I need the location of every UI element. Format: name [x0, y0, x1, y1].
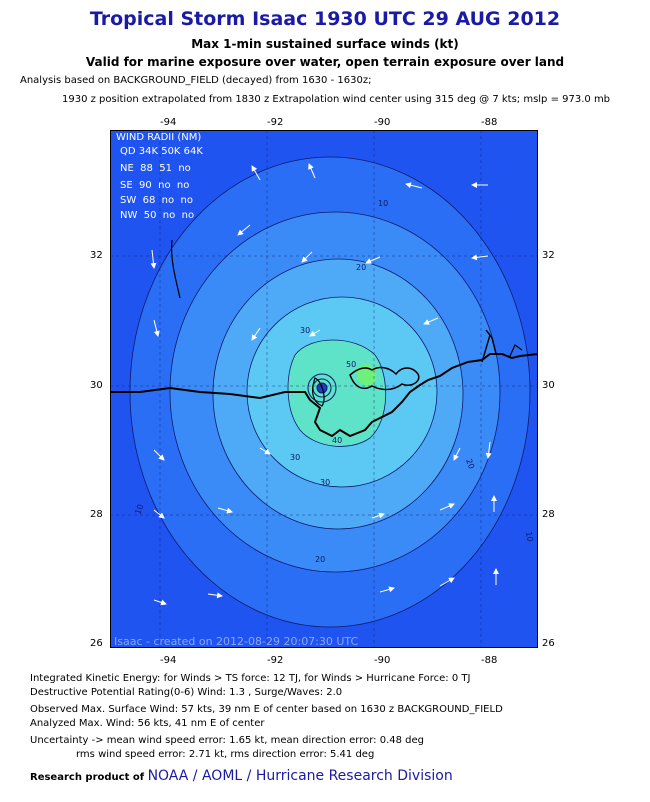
lon-tick-bottom: -94: [160, 655, 177, 666]
page-title: Tropical Storm Isaac 1930 UTC 29 AUG 201…: [89, 8, 561, 30]
analysis-line: Analysis based on BACKGROUND_FIELD (deca…: [20, 75, 372, 86]
lon-tick-top: -88: [481, 117, 498, 128]
wind-vector-arrow: [308, 163, 316, 179]
wind-vector-arrow: [251, 327, 261, 341]
contour-label: 10: [524, 531, 535, 543]
wind-vector-arrow: [207, 592, 223, 599]
wind-vector-arrow: [365, 256, 381, 264]
lat-tick-right: 32: [542, 250, 555, 261]
position-line: 1930 z position extrapolated from 1830 z…: [62, 94, 611, 105]
lat-tick-left: 32: [90, 250, 103, 261]
wind-vector-arrow: [379, 586, 395, 593]
wind-vector-arrow: [423, 317, 439, 325]
wind-vector-arrow: [153, 449, 165, 461]
noaa-link[interactable]: NOAA / AOML / Hurricane Research Divisio…: [147, 768, 453, 784]
contour-label: 20: [464, 458, 476, 471]
river-sabine: [171, 239, 181, 299]
wind-vector-arrow: [371, 512, 385, 519]
observed-max-wind-line: Observed Max. Surface Wind: 57 kts, 39 n…: [30, 704, 503, 715]
wind-vector-arrow: [301, 251, 313, 263]
wind-vector-arrow: [471, 254, 489, 261]
wind-field-map: 10 20 30 40 50 30 20 10 30 20 10 WIND RA…: [110, 130, 538, 648]
coastline: [110, 353, 538, 438]
uncertainty-line: Uncertainty -> mean wind speed error: 1.…: [30, 735, 425, 746]
contour-label: 30: [320, 478, 330, 487]
wind-vector-arrow: [439, 503, 455, 511]
contour-label: 10: [133, 503, 145, 516]
contour-label: 50: [346, 360, 356, 369]
contour-label: 20: [315, 555, 325, 564]
wind-vector-arrow: [405, 182, 423, 189]
map-frame: [110, 130, 538, 648]
research-credit: Research product of NOAA / AOML / Hurric…: [30, 768, 453, 784]
wind-radii-row-nw: NW 50 no no: [120, 210, 194, 221]
lon-tick-top: -90: [374, 117, 391, 128]
lat-tick-left: 28: [90, 509, 103, 520]
contour-band-50: [287, 339, 387, 447]
lon-tick-bottom: -90: [374, 655, 391, 666]
lon-tick-bottom: -92: [267, 655, 284, 666]
research-prefix: Research product of: [30, 772, 145, 783]
contour-label: 40: [332, 436, 342, 445]
river-mouth: [481, 329, 497, 363]
lon-tick-bottom: -88: [481, 655, 498, 666]
wind-vector-arrow: [153, 319, 160, 337]
wind-vector-arrow: [150, 249, 157, 269]
wind-vector-arrow: [251, 165, 261, 181]
lon-tick-top: -92: [267, 117, 284, 128]
delta-coastline: [349, 366, 420, 391]
wind-vector-arrow: [153, 509, 165, 519]
wind-vector-arrow: [485, 441, 492, 459]
subtitle-exposure: Valid for marine exposure over water, op…: [85, 55, 565, 69]
rms-error-line: rms wind speed error: 2.71 kt, rms direc…: [76, 749, 375, 760]
wind-vector-arrow: [237, 224, 251, 236]
contour-label: 10: [378, 199, 388, 208]
wind-radii-header: QD 34K 50K 64K: [120, 146, 203, 157]
lon-tick-top: -94: [160, 117, 177, 128]
wind-vector-arrow: [153, 599, 167, 606]
contour-label: 30: [300, 326, 310, 335]
wind-vector-field: [150, 163, 499, 606]
storm-center-ring: [307, 373, 337, 403]
wind-radii-row-ne: NE 88 51 no: [120, 163, 191, 174]
lat-tick-left: 30: [90, 380, 103, 391]
wind-vector-arrow: [453, 447, 461, 461]
lat-tick-left: 26: [90, 638, 103, 649]
wind-radii-row-sw: SW 68 no no: [120, 195, 193, 206]
destructive-rating-line: Destructive Potential Rating(0-6) Wind: …: [30, 687, 343, 698]
coastline-detail: [509, 344, 523, 357]
wind-radii-row-se: SE 90 no no: [120, 180, 189, 191]
lat-tick-right: 26: [542, 638, 555, 649]
subtitle-winds: Max 1-min sustained surface winds (kt): [191, 37, 459, 51]
wind-vector-arrow: [439, 577, 455, 587]
lat-tick-right: 30: [542, 380, 555, 391]
contour-label: 30: [290, 453, 300, 462]
contour-label: 20: [356, 263, 366, 272]
analyzed-max-wind-line: Analyzed Max. Wind: 56 kts, 41 nm E of c…: [30, 718, 265, 729]
creation-credit: Isaac - created on 2012-08-29 20:07:30 U…: [114, 635, 359, 648]
bay-coastline: [312, 377, 325, 407]
wind-vector-arrow: [309, 329, 321, 337]
wind-radii-title: WIND RADII (NM): [116, 132, 201, 143]
lat-tick-right: 28: [542, 509, 555, 520]
ike-line: Integrated Kinetic Energy: for Winds > T…: [30, 673, 471, 684]
wind-vector-arrow: [259, 447, 271, 455]
wind-vector-arrow: [217, 507, 233, 514]
